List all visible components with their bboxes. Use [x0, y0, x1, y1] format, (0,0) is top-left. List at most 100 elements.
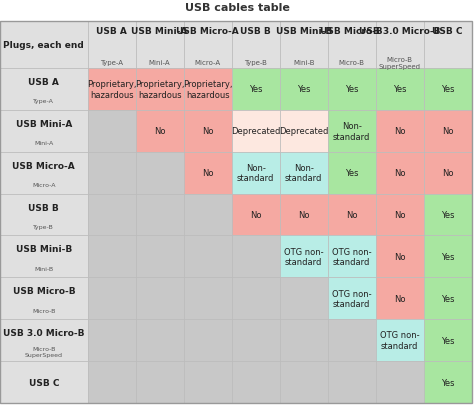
Text: Micro-B
SuperSpeed: Micro-B SuperSpeed [25, 347, 63, 357]
Bar [375, 320, 424, 361]
Bar [0, 278, 88, 320]
Bar [328, 69, 375, 111]
Text: Micro-B: Micro-B [338, 60, 365, 66]
Bar [328, 111, 375, 152]
Bar [136, 152, 184, 194]
Bar [88, 111, 136, 152]
Bar [88, 361, 136, 403]
Bar [232, 111, 280, 152]
Text: Yes: Yes [441, 252, 455, 261]
Text: Yes: Yes [345, 85, 358, 94]
Bar [232, 69, 280, 111]
Text: No: No [394, 211, 405, 220]
Bar [0, 111, 88, 152]
Bar [328, 361, 375, 403]
Bar [375, 152, 424, 194]
Text: Type-A: Type-A [100, 60, 123, 66]
Bar [136, 69, 184, 111]
Bar [183, 152, 232, 194]
Text: Yes: Yes [441, 294, 455, 303]
Text: No: No [442, 127, 454, 136]
Bar [280, 236, 328, 278]
Bar [0, 236, 88, 278]
Text: Proprietary,
hazardous: Proprietary, hazardous [183, 80, 232, 99]
Bar [424, 236, 472, 278]
Bar [88, 22, 136, 69]
Bar [375, 22, 424, 69]
Bar [88, 69, 136, 111]
Text: No: No [298, 211, 310, 220]
Bar [136, 320, 184, 361]
Text: Yes: Yes [441, 85, 455, 94]
Text: Non-
standard: Non- standard [285, 164, 322, 183]
Text: Yes: Yes [441, 377, 455, 387]
Bar [0, 69, 88, 111]
Bar [280, 152, 328, 194]
Bar [0, 194, 88, 236]
Text: USB 3.0 Micro-B: USB 3.0 Micro-B [3, 328, 84, 337]
Text: Type-B: Type-B [34, 224, 54, 229]
Bar [183, 236, 232, 278]
Text: USB B: USB B [240, 27, 271, 36]
Bar [136, 361, 184, 403]
Bar [232, 152, 280, 194]
Text: USB Micro-B: USB Micro-B [12, 287, 75, 296]
Bar [232, 361, 280, 403]
Text: No: No [154, 127, 165, 136]
Bar [424, 194, 472, 236]
Text: USB Mini-A: USB Mini-A [131, 27, 188, 36]
Bar [183, 278, 232, 320]
Bar [183, 194, 232, 236]
Text: USB A: USB A [28, 78, 59, 87]
Text: Yes: Yes [393, 85, 406, 94]
Text: USB Micro-A: USB Micro-A [12, 161, 75, 170]
Bar [375, 69, 424, 111]
Bar [232, 236, 280, 278]
Text: Mini-B: Mini-B [293, 60, 314, 66]
Text: Mini-A: Mini-A [149, 60, 171, 66]
Text: USB Mini-A: USB Mini-A [16, 119, 72, 128]
Text: USB Micro-B: USB Micro-B [320, 27, 383, 36]
Text: Type-B: Type-B [244, 60, 267, 66]
Bar [375, 194, 424, 236]
Text: Yes: Yes [441, 211, 455, 220]
Text: USB B: USB B [28, 203, 59, 212]
Bar [424, 320, 472, 361]
Bar [328, 22, 375, 69]
Text: No: No [202, 169, 213, 178]
Bar [424, 69, 472, 111]
Text: No: No [202, 127, 213, 136]
Text: Micro-B: Micro-B [32, 308, 55, 313]
Text: USB Micro-A: USB Micro-A [176, 27, 239, 36]
Bar [424, 361, 472, 403]
Bar [424, 111, 472, 152]
Bar [0, 22, 88, 69]
Text: USB A: USB A [96, 27, 127, 36]
Text: No: No [394, 294, 405, 303]
Bar [232, 278, 280, 320]
Text: No: No [394, 127, 405, 136]
Bar [280, 69, 328, 111]
Bar [88, 236, 136, 278]
Bar [183, 22, 232, 69]
Bar [0, 361, 88, 403]
Bar [136, 22, 184, 69]
Text: Mini-B: Mini-B [34, 266, 54, 271]
Text: USB Mini-B: USB Mini-B [16, 245, 72, 254]
Bar [424, 152, 472, 194]
Bar [328, 194, 375, 236]
Bar [136, 111, 184, 152]
Text: OTG non-
standard: OTG non- standard [332, 247, 372, 266]
Bar [0, 320, 88, 361]
Text: Micro-B
SuperSpeed: Micro-B SuperSpeed [379, 57, 420, 70]
Text: Yes: Yes [297, 85, 310, 94]
Bar [375, 111, 424, 152]
Text: Proprietary,
hazardous: Proprietary, hazardous [87, 80, 137, 99]
Text: Non-
standard: Non- standard [237, 164, 274, 183]
Bar [183, 361, 232, 403]
Bar [136, 278, 184, 320]
Bar [375, 361, 424, 403]
Bar [183, 69, 232, 111]
Bar [232, 22, 280, 69]
Text: No: No [394, 169, 405, 178]
